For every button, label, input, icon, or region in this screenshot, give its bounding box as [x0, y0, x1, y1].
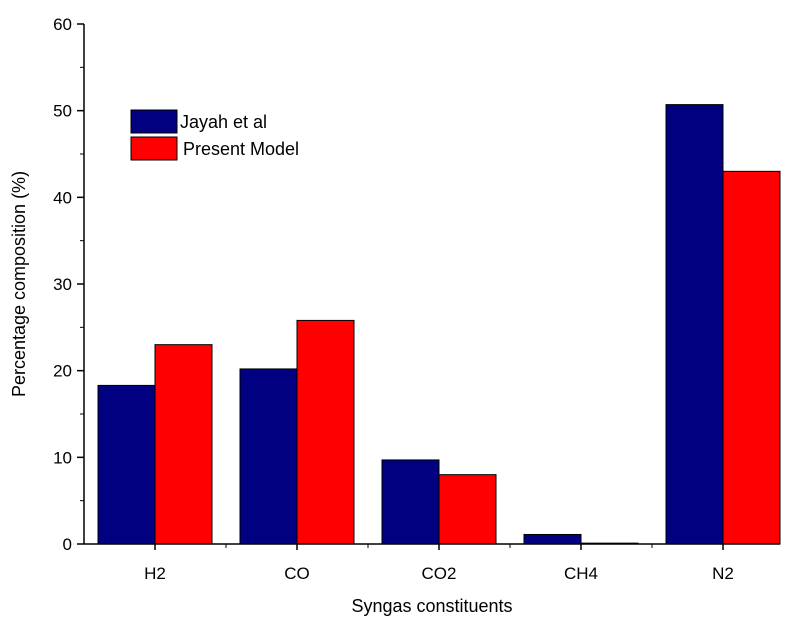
y-tick-label-10: 10 [53, 448, 72, 467]
legend-label-present-model: Present Model [183, 139, 299, 159]
y-tick-label-30: 30 [53, 275, 72, 294]
bar-co-jayah [239, 368, 298, 545]
bar-h2-jayah [97, 384, 156, 545]
legend: Jayah et al Present Model [130, 109, 299, 161]
y-ticks-layer: 0 10 20 30 40 50 60 [53, 15, 84, 554]
bar-co-present-model [296, 319, 355, 545]
x-ticks-layer: H2 CO CO2 CH4 N2 [144, 544, 734, 583]
x-tick-label-co2: CO2 [422, 564, 457, 583]
y-tick-label-0: 0 [63, 535, 72, 554]
x-tick-label-h2: H2 [144, 564, 166, 583]
x-axis-title: Syngas constituents [351, 596, 512, 616]
y-tick-label-20: 20 [53, 362, 72, 381]
bar-n2-present-model [722, 170, 781, 545]
bar-n2-jayah [665, 104, 724, 545]
y-tick-label-60: 60 [53, 15, 72, 34]
y-axis-title: Percentage composition (%) [9, 171, 29, 397]
x-tick-label-n2: N2 [712, 564, 734, 583]
bar-h2-present-model [154, 344, 213, 545]
legend-swatch-jayah [130, 109, 178, 134]
legend-swatch-present-model [130, 136, 178, 161]
legend-label-jayah: Jayah et al [180, 112, 267, 132]
bar-co2-jayah [381, 459, 440, 545]
y-tick-label-40: 40 [53, 188, 72, 207]
bar-co2-present-model [438, 474, 497, 545]
bar-ch4-jayah [523, 533, 582, 545]
y-tick-label-50: 50 [53, 102, 72, 121]
x-tick-label-co: CO [284, 564, 310, 583]
x-tick-label-ch4: CH4 [564, 564, 598, 583]
bars-layer [97, 104, 781, 545]
